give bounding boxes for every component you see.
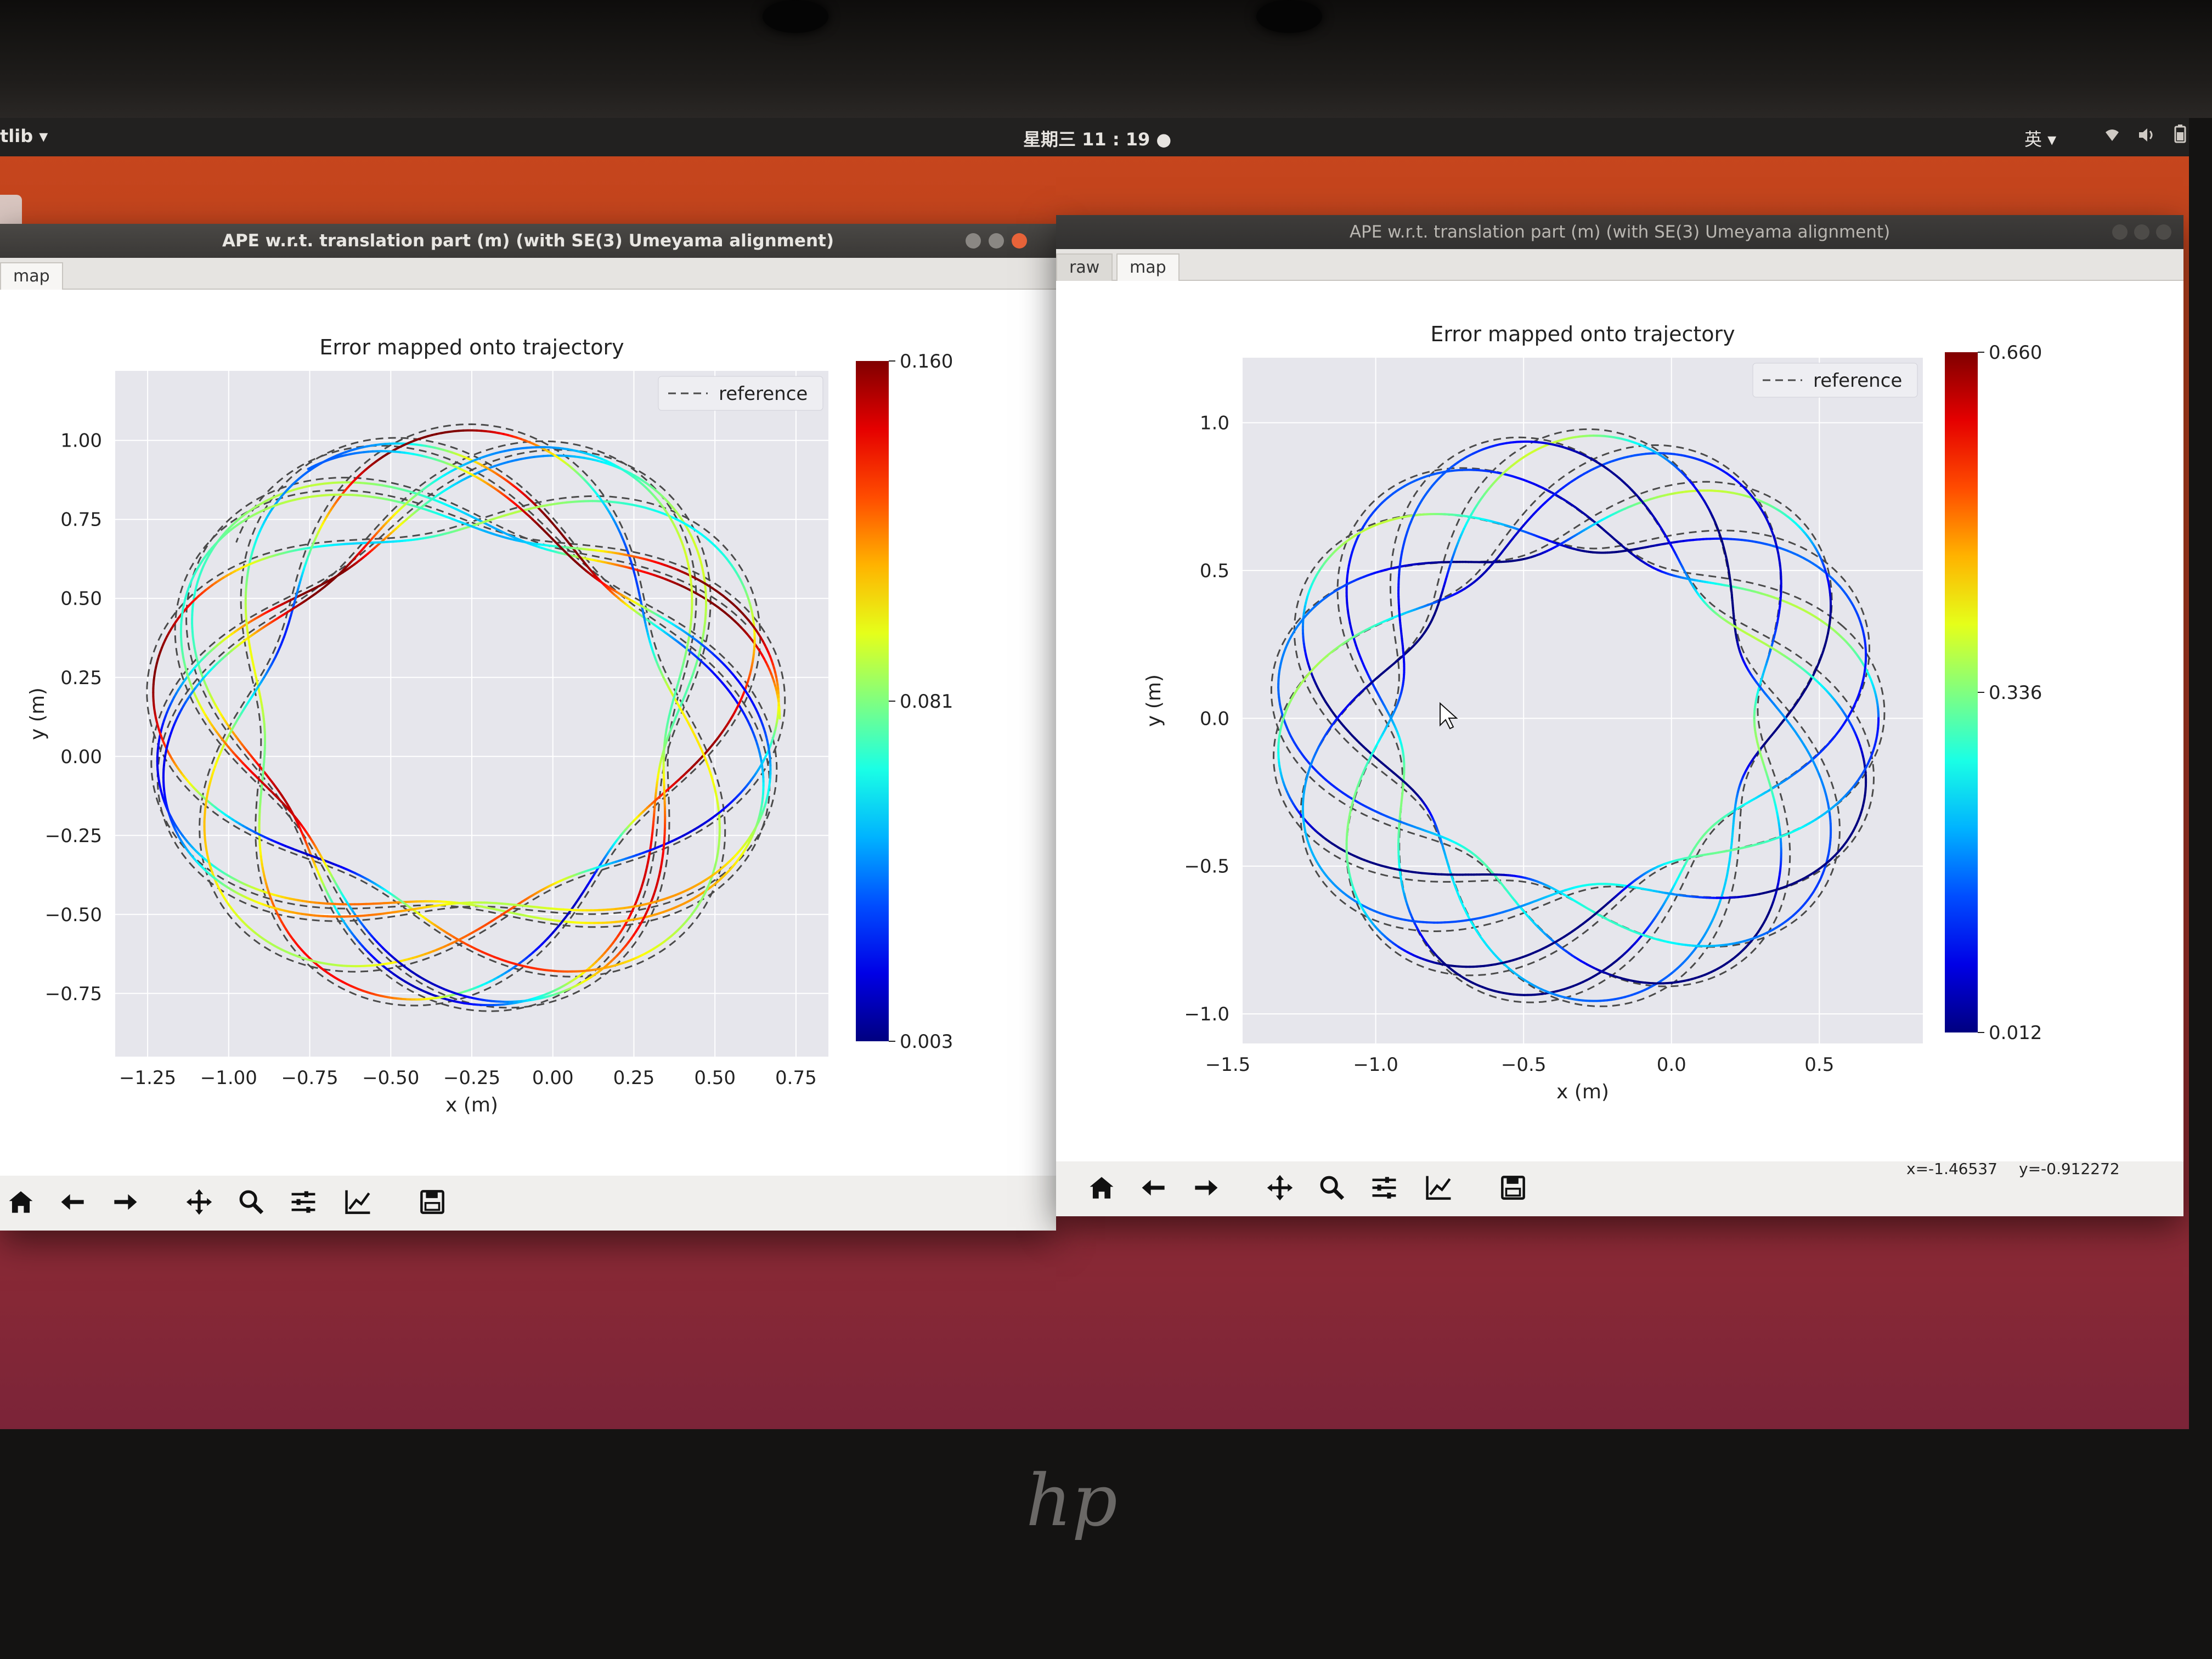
trajectory-segment [307,466,313,470]
webcam-lens [1256,0,1322,33]
pan-icon [186,1189,212,1215]
close-button[interactable] [1012,233,1027,249]
x-tick-label: 0.50 [694,1067,736,1089]
save-icon [420,1190,444,1214]
colorbar-tick-label: 0.160 [900,351,953,373]
maximize-button[interactable] [989,233,1004,249]
chart-title: Error mapped onto trajectory [1430,322,1735,346]
legend: reference [658,376,823,411]
grid-lines [115,371,828,1057]
x-tick-label: −1.25 [119,1067,176,1089]
system-tray[interactable] [2104,125,2186,148]
close-button[interactable] [2156,224,2171,240]
x-tick-label: −0.25 [443,1067,500,1089]
tab-bar: map [0,258,1056,290]
y-tick-label: −0.25 [45,825,102,847]
x-tick-label: −1.5 [1205,1054,1251,1076]
y-axis-label: y (m) [26,687,49,740]
figure-canvas[interactable]: Error mapped onto trajectory −1.5 −1.0 −0.5… [1056,281,2183,1161]
plot-window-left: APE w.r.t. translation part (m) (with SE… [0,224,1056,1231]
x-tick-label: 0.5 [1804,1054,1834,1076]
navigation-toolbar [0,1176,1056,1231]
grid-lines [1227,358,1923,1043]
forward-arrow-icon [114,1194,137,1210]
y-tick-label: −0.5 [1184,856,1229,878]
minimize-button[interactable] [2112,224,2128,240]
minimize-button[interactable] [966,233,981,249]
x-tick-label: 0.0 [1657,1054,1686,1076]
input-method-indicator[interactable]: 英 ▾ [2024,129,2057,150]
y-tick-label: 0.00 [60,746,102,768]
x-tick-label: −1.00 [200,1067,257,1089]
clock[interactable]: 星期三 11 : 19 ● [1023,129,1172,150]
zoom-button[interactable] [236,1187,267,1217]
subplots-button[interactable] [288,1187,319,1217]
y-tick-label: 0.50 [60,588,102,610]
tab-bar: raw map [1056,249,2183,281]
volume-icon [2138,127,2174,148]
y-tick-label: 0.5 [1200,560,1229,582]
y-tick-label: 0.75 [60,509,102,531]
colorbar-tick-label: 0.081 [900,691,953,713]
tab-map[interactable]: map [1116,253,1180,281]
window-title: APE w.r.t. translation part (m) (with SE… [1349,222,1891,242]
trajectory-error-plot[interactable]: Error mapped onto trajectory −1.5 −1.0 −0.5… [1056,281,2183,1161]
laptop-bezel [0,0,2212,118]
window-title: APE w.r.t. translation part (m) (with SE… [222,231,834,251]
figure-canvas[interactable]: Error mapped onto trajectory −1.25 −1.00 −0… [0,290,1056,1176]
wifi-icon [2104,127,2138,148]
x-tick-label: 0.75 [775,1067,817,1089]
x-tick-label: −0.75 [281,1067,338,1089]
x-tick-label: −0.50 [362,1067,419,1089]
tab-map[interactable]: map [0,262,63,290]
window-titlebar[interactable]: APE w.r.t. translation part (m) (with SE… [1056,215,2183,249]
back-arrow-icon [61,1194,84,1210]
pan-button[interactable] [184,1187,215,1217]
y-tick-label: −0.50 [45,904,102,926]
y-tick-label: 0.25 [60,667,102,689]
y-tick-label: −0.75 [45,983,102,1005]
x-tick-label: −1.0 [1353,1054,1398,1076]
colorbar [856,361,889,1041]
estimated-trajectory [152,429,781,1007]
home-button[interactable] [5,1187,36,1217]
y-tick-label: −1.0 [1184,1003,1229,1025]
app-menu[interactable]: tlib ▾ [0,126,48,146]
x-tick-label: −0.5 [1501,1054,1547,1076]
system-top-bar: tlib ▾ 星期三 11 : 19 ● 英 ▾ [0,118,2189,156]
x-tick-label: 0.25 [613,1067,655,1089]
zoom-icon [239,1190,264,1215]
maximize-button[interactable] [2134,224,2149,240]
axes-edit-icon [345,1190,370,1214]
estimated-trajectory [1277,435,1880,1002]
axes-background [1243,358,1923,1043]
window-titlebar[interactable]: APE w.r.t. translation part (m) (with SE… [0,224,1056,258]
trajectory-error-plot[interactable]: Error mapped onto trajectory −1.25 −1.00 −0… [0,290,1056,1176]
save-button[interactable] [417,1187,448,1217]
x-axis-label: x (m) [1556,1081,1609,1103]
y-axis-label: y (m) [1143,674,1165,727]
tab-raw[interactable]: raw [1056,253,1113,281]
y-tick-label: 1.00 [60,430,102,452]
desktop-screen: tlib ▾ 星期三 11 : 19 ● 英 ▾ APE w.r.t. tran… [0,118,2189,1429]
webcam-lens [763,0,828,33]
reference-trajectory [146,423,786,1012]
axes-edit-button[interactable] [343,1187,374,1217]
y-tick-label: 0.0 [1200,708,1229,730]
chart-title: Error mapped onto trajectory [319,335,624,359]
colorbar-tick-label: 0.003 [900,1031,953,1053]
legend-box [658,376,823,411]
y-tick-label: 1.0 [1200,413,1229,435]
reference-line [146,423,786,1012]
x-axis-label: x (m) [445,1094,498,1116]
x-tick-label: 0.00 [532,1067,574,1089]
battery-icon [2174,125,2186,148]
plot-window-right: APE w.r.t. translation part (m) (with SE… [1056,215,2183,1216]
subplots-icon [291,1191,315,1213]
legend-label: reference [719,383,808,405]
home-icon [9,1191,33,1213]
forward-arrow-button[interactable] [110,1187,140,1217]
back-arrow-button[interactable] [58,1187,88,1217]
